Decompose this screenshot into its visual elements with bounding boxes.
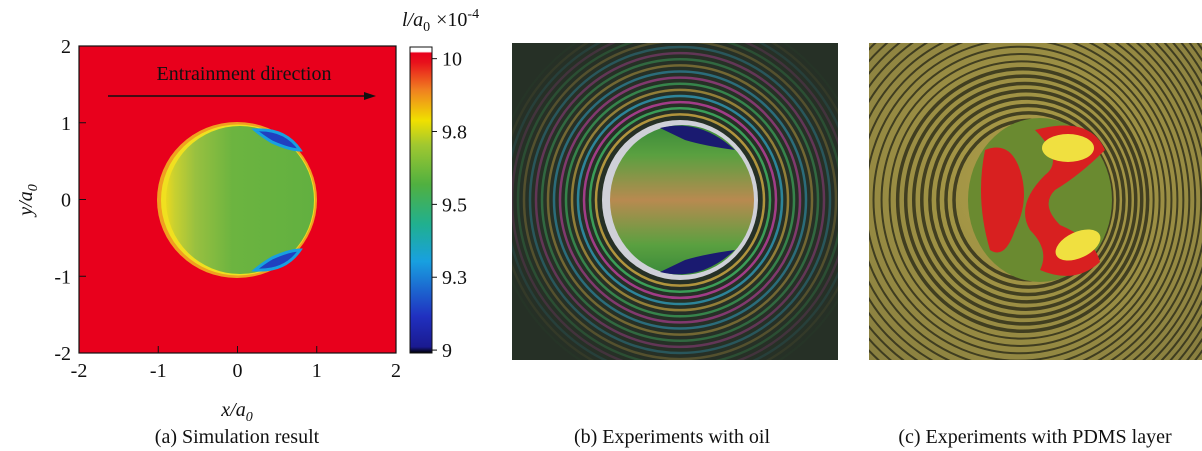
y-tick-label: -1 <box>54 266 71 288</box>
colorbar-label: l/a0 ×10-4 <box>402 7 479 35</box>
cb-label-exponent: -4 <box>467 7 479 22</box>
x-label-sub: 0 <box>246 410 253 425</box>
y-tick-label: -2 <box>54 343 71 365</box>
y-label-sub: 0 <box>26 184 41 191</box>
y-label-main: y/a <box>15 191 37 217</box>
annotation: Entrainment direction <box>157 63 332 85</box>
colorbar-tick-label: 9 <box>442 340 452 362</box>
oil-photo <box>494 10 866 389</box>
cb-label-main: l/a <box>402 9 423 31</box>
x-label-main: x/a <box>220 399 245 421</box>
x-tick-label: 1 <box>312 360 322 382</box>
colorbar-tick-label: 9.8 <box>442 122 467 144</box>
y-tick-label: 0 <box>61 190 71 212</box>
x-tick-label: -1 <box>150 360 167 382</box>
figure: Entrainment direction x/a0 y/a0 l/a0×10-… <box>0 0 1202 451</box>
pdms-yellow-top <box>1042 134 1094 162</box>
oil-contact <box>610 125 754 275</box>
colorbar-tick-label: 10 <box>442 49 462 71</box>
caption: (c) Experiments with PDMS layer <box>898 426 1172 448</box>
colorbar-tick-label: 9.3 <box>442 267 467 289</box>
y-tick-label: 1 <box>61 113 71 135</box>
caption: (a) Simulation result <box>155 426 320 448</box>
cb-label-sub: 0 <box>423 20 430 35</box>
x-tick-label: -2 <box>71 360 88 382</box>
x-tick-label: 2 <box>391 360 401 382</box>
colorbar-tick-label: 9.5 <box>442 194 467 216</box>
cb-label-factor: ×10 <box>436 9 467 31</box>
colorbar <box>410 47 432 353</box>
caption: (b) Experiments with oil <box>574 426 771 448</box>
x-axis-label: x/a0 <box>220 399 252 425</box>
x-tick-label: 0 <box>233 360 243 382</box>
y-tick-label: 2 <box>61 36 71 58</box>
y-axis-label: y/a0 <box>15 184 41 217</box>
